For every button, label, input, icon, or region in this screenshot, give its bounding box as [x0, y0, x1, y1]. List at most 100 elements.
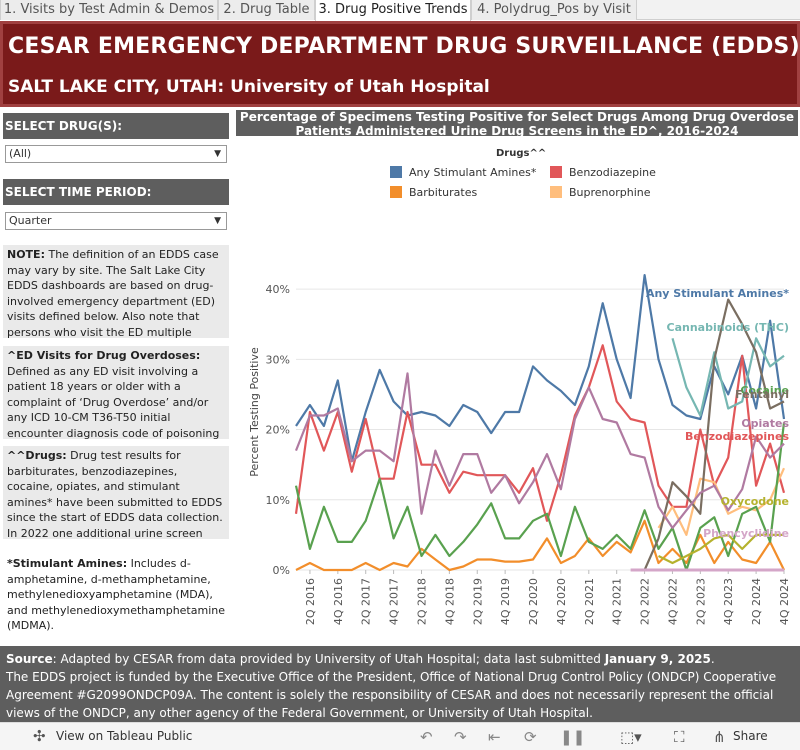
note-drugs: ^^Drugs: Drug test results for barbitura… [3, 446, 229, 539]
drugs-body: Drug test results for barbiturates, benz… [7, 449, 223, 539]
y-axis-label: Percent Testing Positive [248, 347, 261, 477]
funding-note: The EDDS project is funded by the Execut… [6, 670, 777, 720]
legend-swatch [550, 186, 562, 198]
chart-title: Percentage of Specimens Testing Positive… [236, 110, 798, 136]
x-tick-label: 4Q 2021 [611, 578, 624, 625]
legend-item-buprenorphine[interactable]: Buprenorphine [550, 186, 651, 199]
x-tick-label: 2Q 2024 [750, 578, 763, 625]
select-drug-label: SELECT DRUG(S): [3, 113, 229, 139]
series-line-benzodiazepine [294, 344, 786, 522]
ed-visits-body: Defined as any ED visit involving a pati… [7, 364, 220, 439]
share-button[interactable]: Share [733, 729, 768, 743]
view-on-tableau-link[interactable]: View on Tableau Public [56, 729, 193, 743]
series-line-oxycodone [658, 533, 784, 565]
select-drug-value: (All) [9, 147, 32, 160]
series-end-label: Fentanyl [735, 388, 789, 401]
x-tick-label: 4Q 2024 [778, 578, 791, 625]
note-body: The definition of an EDDS case may vary … [7, 248, 219, 338]
dashboard-header: CESAR EMERGENCY DEPARTMENT DRUG SURVEILL… [0, 21, 800, 107]
source-body: : Adapted by CESAR from data provided by… [52, 652, 605, 666]
tab-visits-by-test-admin[interactable]: 1. Visits by Test Admin & Demos [0, 0, 218, 20]
tab-drug-positive-trends[interactable]: 3. Drug Positive Trends [315, 0, 471, 21]
x-tick-label: 2Q 2016 [304, 578, 317, 625]
x-tick-label: 4Q 2017 [388, 578, 401, 625]
legend-item-benzodiazepine[interactable]: Benzodiazepine [550, 166, 656, 179]
legend-label: Barbiturates [409, 186, 478, 199]
legend-item-stimulant-amines[interactable]: Any Stimulant Amines* [390, 166, 536, 179]
legend-label: Buprenorphine [569, 186, 651, 199]
y-tick-label: 0% [273, 564, 290, 577]
series-end-label: Opiates [741, 417, 789, 430]
chevron-down-icon: ▼ [214, 216, 221, 226]
select-time-period-label: SELECT TIME PERIOD: [3, 179, 229, 205]
y-tick-label: 30% [266, 353, 290, 366]
share-icon[interactable]: ⋔ [713, 728, 726, 746]
legend-title: Drugs^^ [496, 148, 547, 159]
tab-polydrug-pos-by-visit[interactable]: 4. Polydrug_Pos by Visit [471, 0, 637, 20]
series-end-label: Any Stimulant Amines* [646, 287, 789, 300]
select-drug-dropdown[interactable]: (All) ▼ [5, 145, 227, 163]
y-tick-label: 10% [266, 494, 290, 507]
series-end-label: Cannabinoids (THC) [667, 321, 789, 334]
series-end-label: Phencyclidine [703, 527, 789, 540]
legend-item-barbiturates[interactable]: Barbiturates [390, 186, 477, 199]
x-tick-label: 2Q 2017 [360, 578, 373, 625]
note-stimulant-amines: *Stimulant Amines: Includes d-amphetamin… [3, 554, 229, 634]
tab-drug-table[interactable]: 2. Drug Table [218, 0, 315, 20]
drugs-head: ^^Drugs: [7, 449, 67, 462]
legend-swatch [390, 166, 402, 178]
series-line-cannabinoids-thc [671, 337, 785, 417]
x-tick-label: 2Q 2021 [583, 578, 596, 625]
legend-swatch [390, 186, 402, 198]
source-line: Source: Adapted by CESAR from data provi… [6, 650, 794, 668]
footer-source: Source: Adapted by CESAR from data provi… [0, 646, 800, 722]
series-line-barbiturates [295, 519, 785, 572]
source-head: Source [6, 652, 53, 666]
x-tick-label: 4Q 2020 [555, 578, 568, 625]
note-definition: NOTE: The definition of an EDDS case may… [3, 245, 229, 338]
select-time-period-value: Quarter [9, 214, 52, 227]
series-line-opiates [294, 372, 785, 529]
download-icon[interactable]: ⬚▾ [620, 728, 642, 746]
dashboard-title: CESAR EMERGENCY DEPARTMENT DRUG SURVEILL… [8, 34, 800, 59]
revert-icon[interactable]: ⇤ [488, 728, 501, 746]
note-head: NOTE: [7, 248, 45, 261]
series-line-any-stimulant-amines [295, 274, 786, 463]
dashboard-subtitle: SALT LAKE CITY, UTAH: University of Utah… [8, 77, 490, 97]
source-date: January 9, 2025 [604, 652, 711, 666]
x-tick-label: 2Q 2018 [415, 578, 428, 625]
x-tick-label: 2Q 2023 [694, 578, 707, 625]
x-tick-label: 4Q 2016 [332, 578, 345, 625]
source-end: . [710, 652, 715, 666]
x-tick-label: 4Q 2018 [443, 578, 456, 625]
x-tick-label: 4Q 2019 [499, 578, 512, 625]
pause-icon[interactable]: ❚❚ [560, 728, 586, 746]
series-end-label: Benzodiazepines [685, 430, 790, 443]
chart-area [232, 110, 800, 644]
y-tick-label: 40% [266, 283, 290, 296]
line-chart: 0% 10% 20% 30% 40% Percent Testing Positive 2Q… [248, 274, 791, 625]
legend-swatch [550, 166, 562, 178]
series-end-label: Cocaine [740, 384, 789, 397]
select-time-period-dropdown[interactable]: Quarter ▼ [5, 212, 227, 230]
undo-icon[interactable]: ↶ [420, 728, 433, 746]
series-line-fentanyl [643, 298, 785, 571]
chevron-down-icon: ▼ [214, 149, 221, 159]
series-end-label: Oxycodone [721, 495, 789, 508]
x-tick-label: 2Q 2022 [639, 578, 652, 625]
ed-visits-head: ^ED Visits for Drug Overdoses: [7, 349, 201, 362]
tab-bar: 1. Visits by Test Admin & Demos 2. Drug … [0, 0, 800, 21]
tableau-toolbar: ✣ View on Tableau Public ↶ ↷ ⇤ ⟳ ❚❚ ⬚▾ ⛶… [0, 722, 800, 750]
x-tick-label: 4Q 2023 [722, 578, 735, 625]
refresh-icon[interactable]: ⟳ [524, 728, 537, 746]
stimulant-head: *Stimulant Amines: [7, 557, 128, 570]
stimulant-body: Includes d-amphetamine, d-methamphetamin… [7, 557, 225, 633]
note-ed-visits: ^ED Visits for Drug Overdoses: Defined a… [3, 346, 229, 439]
redo-icon[interactable]: ↷ [454, 728, 467, 746]
x-tick-label: 4Q 2022 [666, 578, 679, 625]
series-line-cocaine [294, 422, 786, 572]
fullscreen-icon[interactable]: ⛶ [674, 728, 685, 746]
x-tick-label: 2Q 2019 [471, 578, 484, 625]
legend-label: Benzodiazepine [569, 166, 656, 179]
x-tick-label: 2Q 2020 [527, 578, 540, 625]
